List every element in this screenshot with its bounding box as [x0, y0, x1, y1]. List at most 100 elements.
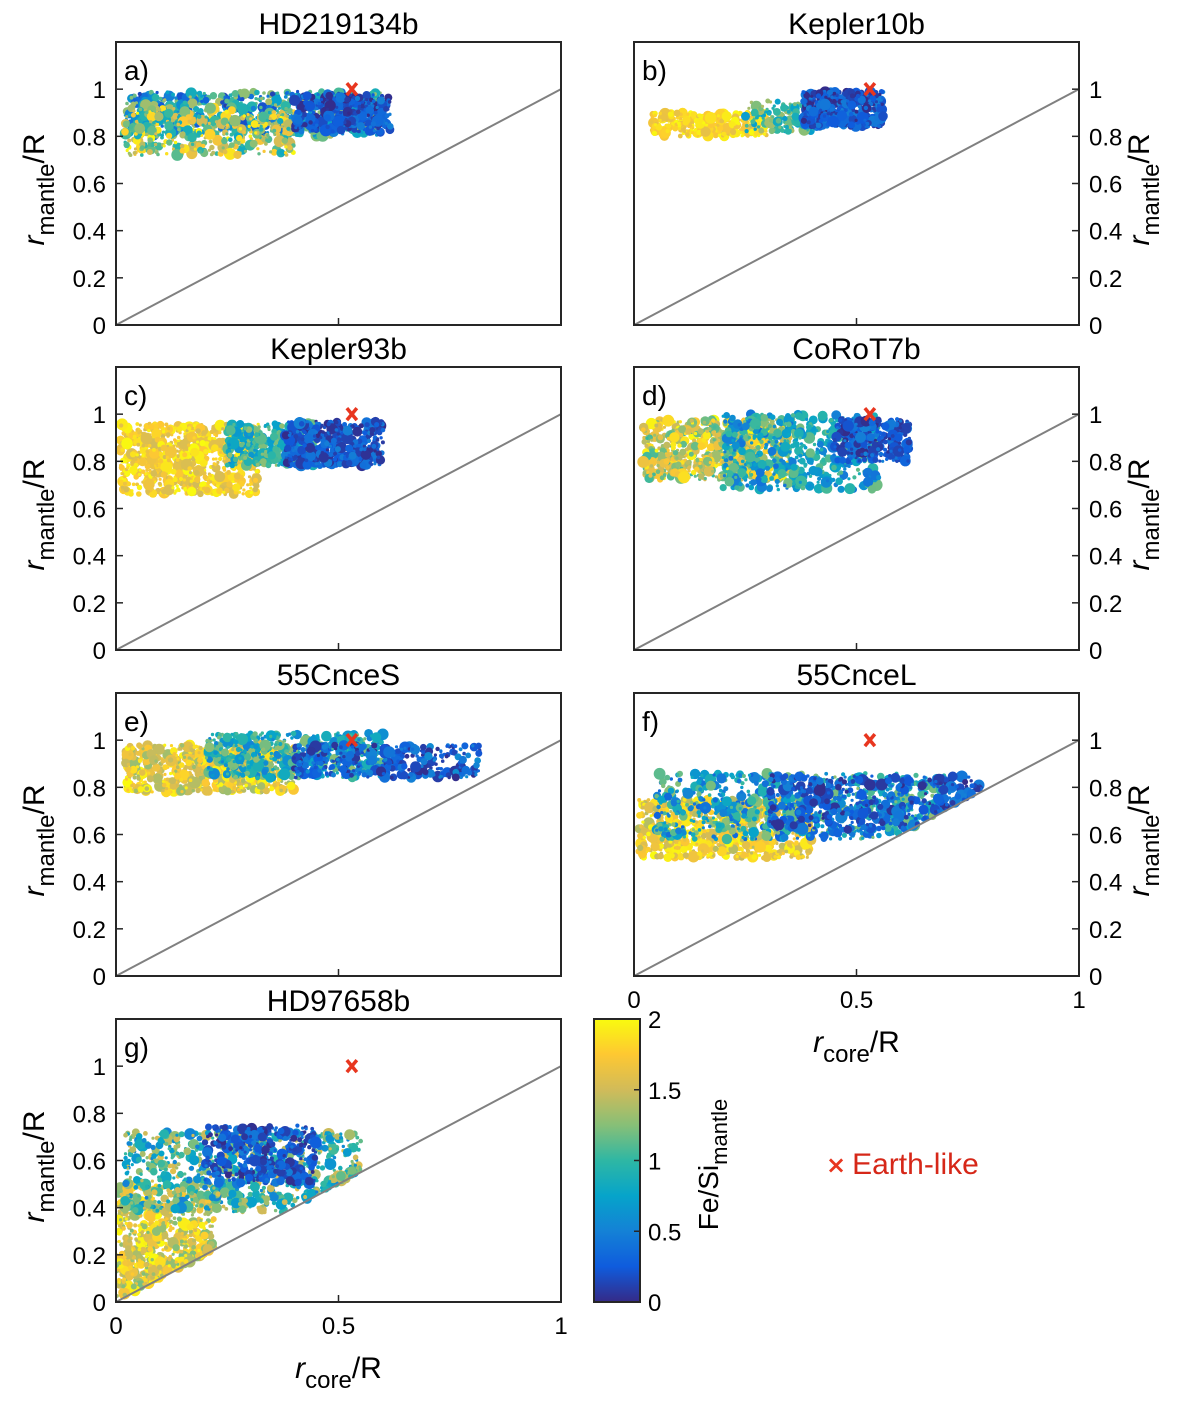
- data-point: [768, 127, 775, 135]
- data-point: [289, 94, 301, 106]
- scatter-points: [637, 409, 914, 495]
- data-point: [206, 481, 211, 486]
- data-point: [844, 483, 856, 495]
- data-point: [294, 126, 298, 130]
- data-point: [365, 106, 374, 115]
- data-point: [815, 447, 819, 451]
- data-point: [147, 137, 153, 143]
- data-point: [144, 463, 151, 470]
- data-point: [745, 483, 750, 488]
- data-point: [697, 470, 701, 474]
- data-point: [684, 453, 689, 457]
- data-point: [188, 471, 193, 475]
- data-point: [280, 124, 284, 129]
- data-point: [690, 111, 698, 119]
- data-point: [122, 468, 131, 478]
- data-point: [147, 125, 157, 136]
- data-point: [125, 115, 129, 119]
- data-point: [295, 430, 300, 434]
- data-point: [881, 96, 885, 100]
- data-point: [284, 145, 288, 149]
- data-point: [672, 125, 679, 132]
- data-point: [305, 450, 316, 462]
- data-point: [733, 125, 738, 130]
- data-point: [730, 448, 734, 452]
- data-point: [748, 484, 755, 491]
- data-point: [193, 106, 200, 112]
- data-point: [266, 133, 270, 137]
- data-point: [653, 113, 657, 118]
- data-point: [293, 434, 299, 439]
- data-point: [284, 91, 288, 95]
- data-point: [364, 422, 370, 428]
- data-point: [238, 480, 245, 487]
- data-point: [854, 109, 859, 114]
- data-point: [284, 106, 288, 111]
- data-point: [658, 118, 662, 122]
- data-point: [669, 432, 680, 443]
- data-point: [641, 439, 648, 445]
- data-point: [336, 461, 343, 468]
- data-point: [221, 146, 225, 150]
- data-point: [656, 463, 660, 468]
- data-point: [269, 91, 276, 97]
- data-point: [214, 120, 219, 124]
- data-point: [657, 434, 664, 441]
- data-point: [708, 122, 714, 129]
- data-point: [878, 89, 885, 95]
- data-point: [328, 444, 332, 448]
- data-point: [249, 491, 253, 495]
- data-point: [220, 100, 225, 105]
- data-point: [832, 91, 837, 96]
- data-point: [722, 474, 727, 478]
- data-point: [673, 109, 681, 117]
- data-point: [121, 128, 129, 136]
- data-point: [166, 132, 173, 139]
- data-point: [738, 440, 746, 448]
- data-point: [808, 474, 813, 478]
- data-point: [689, 418, 694, 423]
- data-point: [750, 108, 759, 117]
- data-point: [297, 445, 307, 455]
- data-point: [792, 102, 797, 107]
- data-point: [317, 461, 321, 466]
- data-point: [178, 439, 189, 450]
- data-point: [876, 103, 881, 108]
- data-point: [152, 447, 156, 452]
- data-point: [183, 432, 187, 436]
- data-point: [784, 124, 789, 130]
- data-point: [131, 482, 136, 487]
- data-point: [171, 92, 175, 97]
- data-point: [822, 114, 827, 118]
- data-point: [227, 452, 233, 458]
- data-point: [387, 100, 392, 104]
- data-point: [315, 433, 321, 439]
- data-point: [858, 484, 862, 488]
- data-point: [271, 110, 277, 115]
- y-axis-label: rmantle/R: [18, 458, 60, 570]
- data-point: [220, 117, 229, 126]
- data-point: [334, 446, 341, 453]
- data-point: [254, 459, 258, 464]
- data-point: [227, 443, 231, 447]
- data-point: [666, 465, 670, 470]
- y-tick-label: 0: [93, 313, 106, 340]
- data-point: [222, 457, 226, 461]
- data-point: [296, 109, 302, 115]
- data-point: [786, 109, 791, 114]
- data-point: [697, 113, 702, 118]
- data-point: [128, 432, 135, 439]
- data-point: [240, 97, 245, 102]
- data-point: [835, 418, 839, 423]
- data-point: [287, 433, 292, 437]
- data-point: [154, 132, 158, 136]
- data-point: [830, 95, 834, 99]
- data-point: [362, 444, 366, 448]
- y-tick-label: 0.6: [73, 497, 106, 524]
- data-point: [815, 122, 822, 129]
- data-point: [655, 469, 661, 475]
- data-point: [716, 123, 720, 127]
- data-point: [332, 457, 338, 462]
- data-point: [279, 149, 286, 156]
- data-point: [139, 448, 146, 455]
